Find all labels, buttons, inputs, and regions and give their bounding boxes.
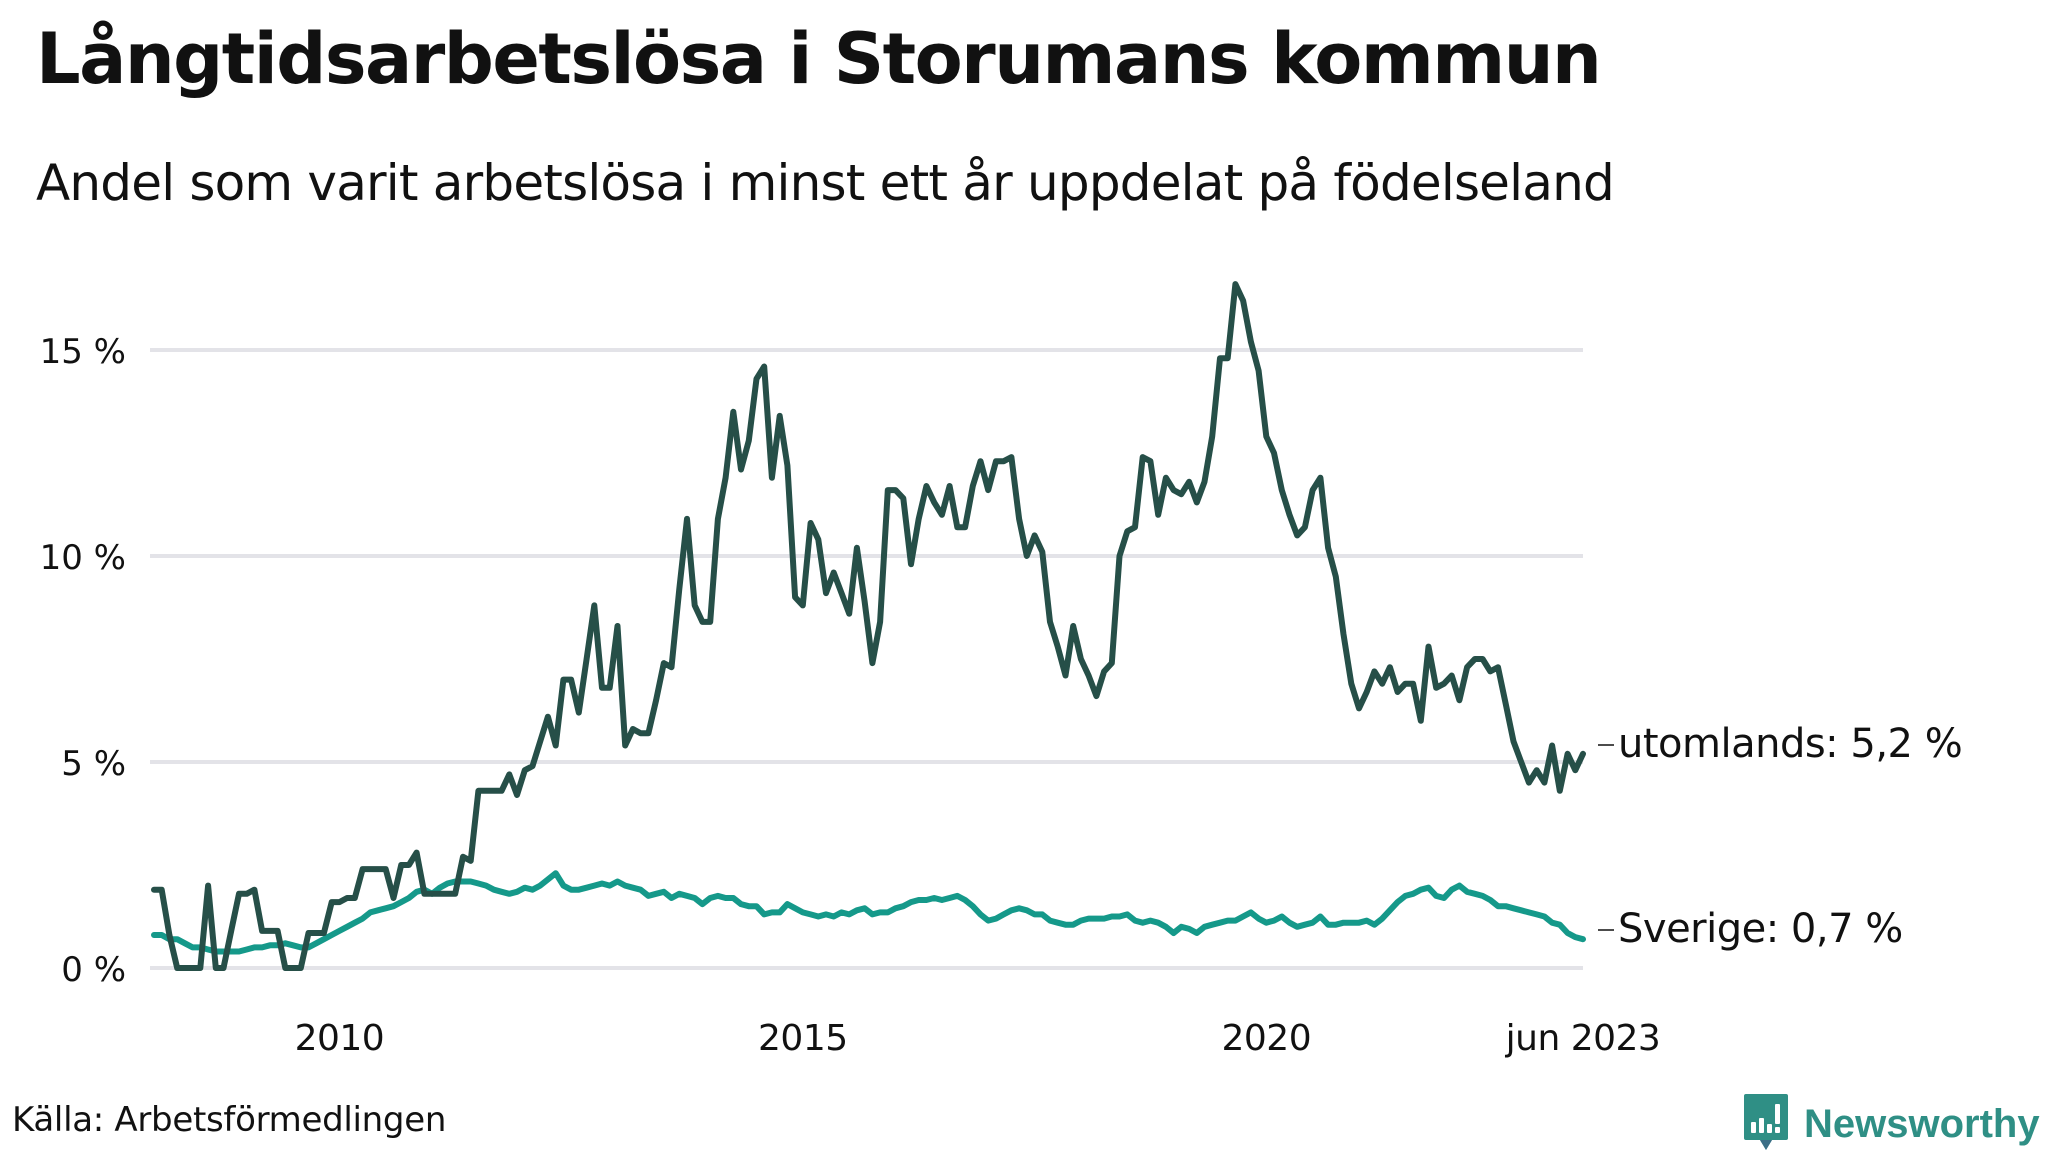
series bbox=[151, 281, 1586, 971]
series-line-utomlands bbox=[151, 281, 1586, 971]
series-line-sverige bbox=[151, 870, 1586, 955]
brand-name: Newsworthy bbox=[1804, 1101, 2040, 1146]
gridlines bbox=[150, 348, 1583, 970]
series-end-label-sverige: Sverige: 0,7 % bbox=[1618, 906, 1903, 952]
series-end-label-utomlands: utomlands: 5,2 % bbox=[1618, 721, 1962, 767]
series-end-labels: utomlands: 5,2 % Sverige: 0,7 % bbox=[1598, 721, 1963, 952]
y-tick-label: 10 % bbox=[40, 538, 126, 578]
x-tick-label: 2010 bbox=[295, 1018, 385, 1059]
y-tick-label: 15 % bbox=[40, 332, 126, 372]
bar-chart-speech-bubble-icon bbox=[1744, 1094, 1788, 1150]
y-axis: 0 % 5 % 10 % 15 % bbox=[40, 332, 126, 990]
y-tick-label: 5 % bbox=[61, 744, 126, 784]
chart-subtitle: Andel som varit arbetslösa i minst ett å… bbox=[36, 154, 1615, 212]
x-axis: 2010 2015 2020 jun 2023 bbox=[295, 1018, 1661, 1059]
brand-logo: Newsworthy bbox=[1742, 1092, 2040, 1156]
y-tick-label: 0 % bbox=[61, 950, 126, 990]
source-note: Källa: Arbetsförmedlingen bbox=[12, 1100, 447, 1140]
x-tick-label: 2020 bbox=[1221, 1018, 1311, 1059]
x-tick-label: 2015 bbox=[758, 1018, 848, 1059]
x-tick-label: jun 2023 bbox=[1505, 1018, 1661, 1059]
chart-title: Långtidsarbetslösa i Storumans kommun bbox=[36, 18, 1602, 100]
